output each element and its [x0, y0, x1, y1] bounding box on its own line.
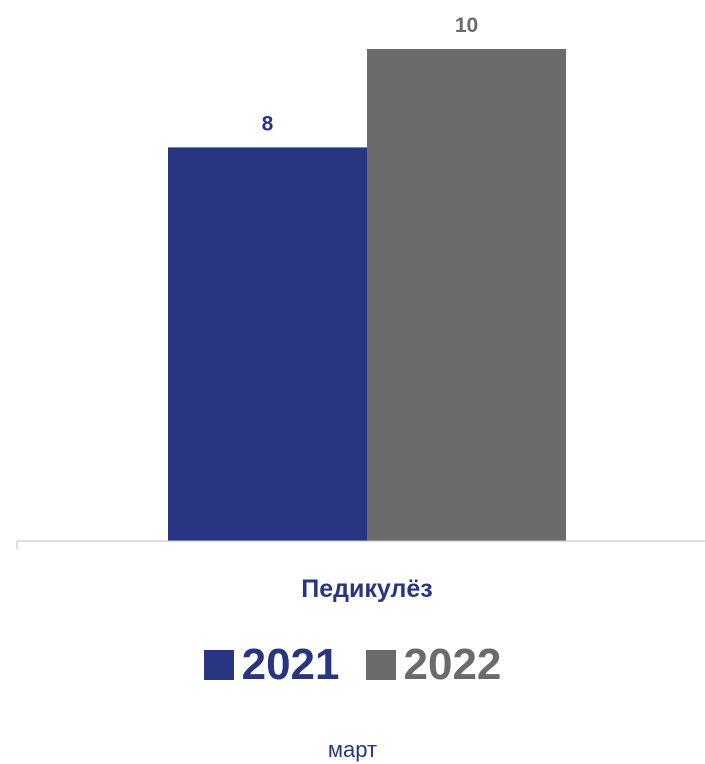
category-label: Педикулёз — [301, 575, 432, 603]
category-labels-group: Педикулёз — [301, 575, 432, 603]
data-label-2022: 10 — [455, 14, 478, 37]
bar-2021 — [168, 147, 367, 541]
legend-label-2022: 2022 — [403, 640, 502, 689]
legend-swatch-2021 — [203, 650, 234, 680]
bar-labels-group: 8 10 — [262, 14, 479, 135]
legend: 2021 2022 — [0, 640, 705, 690]
bar-2022 — [367, 49, 566, 541]
legend-swatch-2022 — [365, 650, 396, 680]
bars-group — [168, 49, 566, 541]
legend-item-2021: 2021 — [203, 640, 340, 690]
legend-label-2021: 2021 — [241, 640, 340, 689]
legend-item-2022: 2022 — [365, 640, 502, 690]
period-label: март — [327, 737, 378, 762]
data-label-2021: 8 — [262, 112, 274, 135]
